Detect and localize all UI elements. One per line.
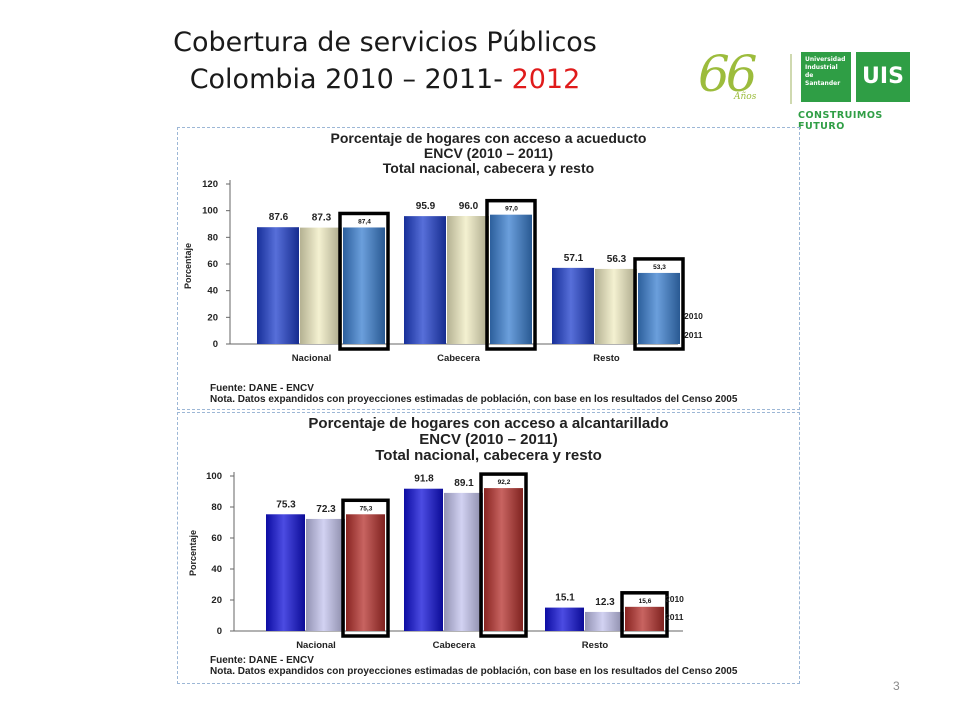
highlight-box bbox=[479, 472, 528, 638]
bar bbox=[595, 268, 637, 344]
bar bbox=[490, 214, 532, 344]
y-tick-label: 80 bbox=[207, 232, 218, 243]
y-axis-label: Porcentaje bbox=[188, 530, 198, 576]
data-label: 87,4 bbox=[358, 218, 371, 225]
chart-title-line1: Porcentaje de hogares con acceso a alcan… bbox=[308, 415, 669, 432]
chart-title-line2: ENCV (2010 – 2011) bbox=[419, 431, 558, 448]
page-number: 3 bbox=[893, 679, 900, 693]
data-label: 15,6 bbox=[639, 598, 652, 605]
category-label: Cabecera bbox=[433, 640, 476, 651]
anniversary-sub: Años bbox=[734, 92, 757, 102]
slide-title-line2-prefix: Colombia 2010 – 2011- bbox=[189, 64, 512, 95]
legend-label: 2011 bbox=[665, 612, 684, 622]
bar bbox=[346, 514, 385, 631]
chart-title-line3: Total nacional, cabecera y resto bbox=[375, 447, 602, 464]
y-tick-label: 60 bbox=[207, 259, 218, 270]
slide-title: Cobertura de servicios Públicos Colombia… bbox=[150, 24, 620, 98]
y-tick-label: 40 bbox=[207, 286, 218, 297]
bar bbox=[545, 607, 584, 631]
y-tick-label: 0 bbox=[213, 339, 218, 350]
data-label: 75.3 bbox=[276, 499, 296, 510]
data-label: 12.3 bbox=[595, 597, 615, 608]
data-label: 53,3 bbox=[653, 264, 666, 271]
bar bbox=[585, 611, 624, 631]
data-label: 72.3 bbox=[316, 504, 336, 515]
bar bbox=[343, 227, 385, 344]
slide-title-year-highlight: 2012 bbox=[511, 64, 581, 95]
y-tick-label: 80 bbox=[211, 502, 222, 513]
chart-alcantarillado: Porcentaje de hogares con acceso a alcan… bbox=[177, 412, 800, 684]
category-label: Resto bbox=[593, 353, 620, 364]
anniversary-mark: 66 bbox=[698, 45, 758, 103]
chart-title-line2: ENCV (2010 – 2011) bbox=[423, 145, 554, 161]
chart-source: Fuente: DANE - ENCV bbox=[210, 383, 314, 394]
university-logo: 66 Años Universidad Industrial de Santan… bbox=[698, 45, 913, 132]
bar bbox=[257, 227, 299, 344]
chart-acueducto: Porcentaje de hogares con acceso a acued… bbox=[177, 127, 800, 410]
data-label: 89.1 bbox=[454, 478, 474, 489]
chart-note: Nota. Datos expandidos con proyecciones … bbox=[210, 666, 738, 677]
bar bbox=[625, 606, 664, 631]
data-label: 91.8 bbox=[414, 474, 434, 485]
chart-note: Nota. Datos expandidos con proyecciones … bbox=[210, 394, 738, 405]
y-tick-label: 20 bbox=[207, 312, 218, 323]
chart-plot: 0 20 40 60 80 100 Porcentaje 75.3 72.3 75,3 Nacion… bbox=[188, 471, 684, 651]
category-label: Cabecera bbox=[437, 353, 480, 364]
data-label: 95.9 bbox=[416, 201, 436, 212]
bar bbox=[300, 227, 342, 344]
data-label: 87.3 bbox=[312, 213, 332, 224]
legend-label: 2010 bbox=[665, 594, 684, 604]
bar bbox=[404, 216, 446, 344]
highlight-box bbox=[338, 211, 390, 351]
y-tick-label: 100 bbox=[206, 471, 222, 482]
university-name: Universidad Industrial de Santander bbox=[801, 52, 851, 102]
data-label: 75,3 bbox=[360, 505, 373, 512]
highlight-box bbox=[620, 591, 669, 638]
y-tick-label: 120 bbox=[202, 179, 218, 190]
bar bbox=[266, 514, 305, 631]
legend-label: 2010 bbox=[684, 311, 703, 321]
chart-plot: 0 20 40 60 80 100 120 Porcentaje 87.6 87.3 87,4 Nac… bbox=[183, 179, 703, 364]
data-label: 97,0 bbox=[505, 206, 518, 213]
bar bbox=[444, 492, 483, 631]
bar bbox=[306, 518, 345, 631]
bar bbox=[638, 272, 680, 344]
logo-tagline: CONSTRUIMOS FUTURO bbox=[798, 110, 883, 132]
data-label: 15.1 bbox=[555, 593, 575, 604]
bar bbox=[404, 488, 443, 631]
data-label: 96.0 bbox=[459, 201, 479, 212]
chart-title-line3: Total nacional, cabecera y resto bbox=[382, 160, 595, 176]
y-tick-label: 0 bbox=[217, 626, 222, 637]
highlight-box bbox=[341, 498, 390, 638]
bar bbox=[447, 216, 489, 344]
uis-emblem: UIS bbox=[856, 52, 910, 102]
chart-source: Fuente: DANE - ENCV bbox=[210, 655, 314, 666]
data-label: 57.1 bbox=[564, 253, 584, 264]
legend-label: 2011 bbox=[684, 330, 703, 340]
data-label: 56.3 bbox=[607, 254, 627, 265]
y-tick-label: 40 bbox=[211, 564, 222, 575]
data-label: 87.6 bbox=[269, 212, 289, 223]
category-label: Nacional bbox=[292, 353, 332, 364]
slide-title-line2: Colombia 2010 – 2011- 2012 bbox=[150, 61, 620, 98]
bar bbox=[552, 267, 594, 344]
y-tick-label: 60 bbox=[211, 533, 222, 544]
slide-title-line1: Cobertura de servicios Públicos bbox=[173, 27, 597, 58]
data-label: 92,2 bbox=[498, 479, 511, 486]
chart-title-line1: Porcentaje de hogares con acceso a acued… bbox=[330, 130, 647, 146]
y-tick-label: 20 bbox=[211, 595, 222, 606]
bar bbox=[484, 488, 523, 631]
y-tick-label: 100 bbox=[202, 206, 218, 217]
category-label: Nacional bbox=[296, 640, 336, 651]
highlight-box bbox=[485, 198, 537, 351]
logo-divider bbox=[790, 54, 792, 104]
category-label: Resto bbox=[582, 640, 609, 651]
highlight-box bbox=[633, 257, 685, 351]
y-axis-label: Porcentaje bbox=[183, 243, 193, 289]
